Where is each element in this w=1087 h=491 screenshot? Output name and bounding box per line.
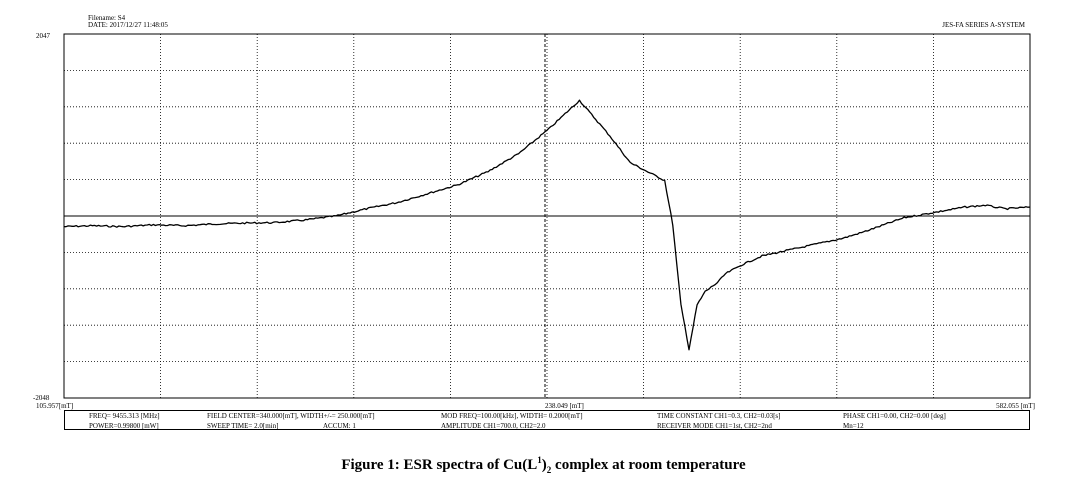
system-label: JES-FA SERIES A-SYSTEM [942,21,1025,29]
accum-param: ACCUM: 1 [323,422,356,430]
time-constant-param: TIME CONSTANT CH1=0.3, CH2=0.03[s] [657,412,781,420]
caption-suffix: ) [541,457,547,473]
param-row-2: POWER=0.99800 [mW] SWEEP TIME= 2.0[min] … [65,421,1029,431]
caption-sub: 2 [546,465,552,475]
esr-spectrum-line [63,99,1031,351]
receiver-param: RECEIVER MODE CH1=1st, CH2=2nd [657,422,772,430]
param-row-1: FREQ= 9455.313 [MHz] FIELD CENTER=340.00… [65,411,1029,421]
y-min-label: -2048 [33,394,50,402]
caption-sup: 1 [537,455,542,465]
x-right-label: 582.055 [mT] [996,402,1035,410]
power-param: POWER=0.99800 [mW] [89,422,159,430]
x-left-label: 105.957[mT] [36,402,73,410]
sweep-param: SWEEP TIME= 2.0[min] [207,422,279,430]
acquisition-parameters: FREQ= 9455.313 [MHz] FIELD CENTER=340.00… [64,410,1030,430]
freq-param: FREQ= 9455.313 [MHz] [89,412,160,420]
figure-caption: Figure 1: ESR spectra of Cu(L1)2 complex… [0,455,1087,475]
amplitude-param: AMPLITUDE CH1=700.0, CH2=2.0 [441,422,546,430]
y-max-label: 2047 [36,32,51,40]
mn-param: Mn=12 [843,422,864,430]
chart-grid [64,34,1030,398]
phase-param: PHASE CH1=0.00, CH2=0.00 [deg] [843,412,946,420]
date-label: DATE: 2017/12/27 11:48:05 [88,21,168,29]
field-param: FIELD CENTER=340.000[mT], WIDTH+/-= 250.… [207,412,375,420]
filename-label: Filename: S4 [88,14,126,22]
mod-param: MOD FREQ=100.00[kHz], WIDTH= 0.2000[mT] [441,412,583,420]
caption-rest: complex at room temperature [551,457,746,473]
x-center-label: 238.049 [mT] [545,402,584,410]
caption-prefix: Figure 1: ESR spectra of Cu(L [341,457,538,473]
